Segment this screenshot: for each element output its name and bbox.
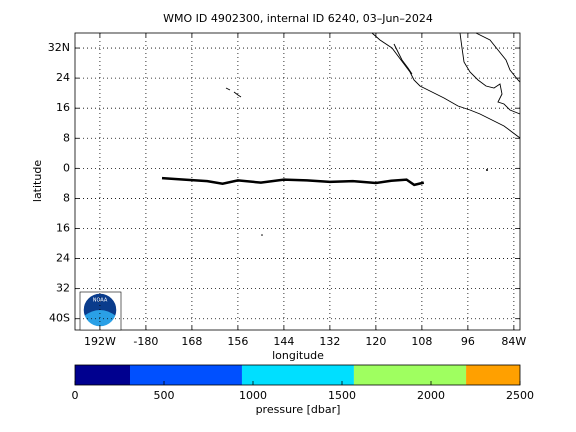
colorbar-segment xyxy=(75,365,131,385)
colorbar-label: pressure [dbar] xyxy=(256,403,341,416)
y-axis-label: latitude xyxy=(31,160,44,202)
coastline xyxy=(225,32,521,236)
colorbar-tick-label: 0 xyxy=(72,389,79,402)
x-tick-label: 192W xyxy=(84,335,116,348)
y-tick-label: 24 xyxy=(56,252,70,265)
y-tick-label: 32 xyxy=(56,282,70,295)
x-tick-label: 144 xyxy=(273,335,294,348)
colorbar-tick-label: 1500 xyxy=(328,389,356,402)
x-tick-label: 96 xyxy=(461,335,475,348)
colorbar-segment xyxy=(241,365,354,385)
x-tick-label: 108 xyxy=(411,335,432,348)
x-axis-label: longitude xyxy=(272,349,324,362)
y-tick-label: 32N xyxy=(48,41,70,54)
y-tick-label: 24 xyxy=(56,71,70,84)
x-tick-label: 120 xyxy=(365,335,386,348)
y-tick-label: 0 xyxy=(63,161,70,174)
float-track xyxy=(161,176,425,187)
x-tick-label: 84W xyxy=(501,335,526,348)
colorbar-tick-label: 1000 xyxy=(239,389,267,402)
x-tick-label: 132 xyxy=(319,335,340,348)
x-tick-label: -180 xyxy=(133,335,158,348)
colorbar-tick-label: 2500 xyxy=(506,389,534,402)
colorbar-tick-label: 2000 xyxy=(417,389,445,402)
colorbar-segment xyxy=(466,365,520,385)
plot-area xyxy=(74,32,521,331)
x-tick-label: 168 xyxy=(181,335,202,348)
y-tick-label: 40S xyxy=(49,312,70,325)
colorbar-frame xyxy=(74,364,521,386)
logo: NOAA xyxy=(79,291,122,331)
colorbar-segment xyxy=(130,365,242,385)
colorbar-tick-label: 500 xyxy=(154,389,175,402)
y-tick-label: 16 xyxy=(56,221,70,234)
logo-text: NOAA xyxy=(93,298,108,304)
colorbar-segment xyxy=(353,365,467,385)
y-tick-label: 8 xyxy=(63,131,70,144)
y-tick-label: 8 xyxy=(63,191,70,204)
x-tick-label: 156 xyxy=(227,335,248,348)
chart-title: WMO ID 4902300, internal ID 6240, 03–Jun… xyxy=(163,12,433,25)
y-tick-label: 16 xyxy=(56,101,70,114)
